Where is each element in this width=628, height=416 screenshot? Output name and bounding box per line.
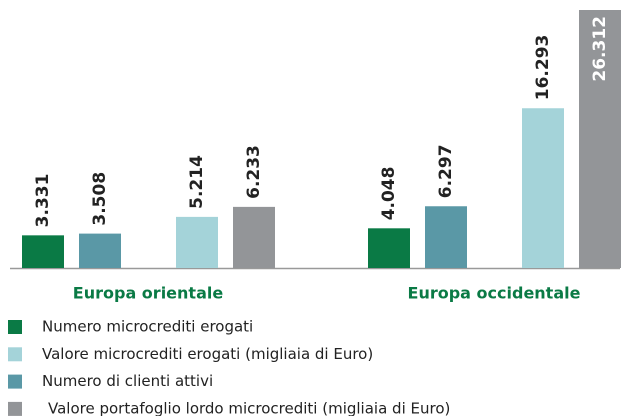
legend-label: Valore portafoglio lordo microcrediti (m… — [48, 399, 450, 416]
bar — [233, 206, 275, 268]
data-label: 5.214 — [187, 155, 207, 209]
bar — [522, 108, 564, 269]
bar — [79, 233, 121, 268]
bar — [176, 216, 218, 268]
bar — [368, 228, 410, 268]
legend-label: Numero microcrediti erogati — [42, 318, 253, 336]
legend-swatch — [8, 401, 22, 416]
legend-swatch — [8, 320, 22, 334]
category-label: Europa occidentale — [408, 284, 581, 303]
data-label: 3.508 — [90, 172, 110, 226]
data-label: 26.312 — [590, 16, 610, 82]
category-label: Europa orientale — [73, 284, 224, 303]
bar — [579, 10, 621, 268]
data-label: 6.233 — [244, 145, 264, 199]
legend-label: Numero di clienti attivi — [42, 372, 213, 390]
bar — [22, 235, 64, 268]
data-label: 6.297 — [436, 144, 456, 198]
legend-swatch — [8, 347, 22, 362]
data-label: 16.293 — [533, 35, 553, 101]
data-label: 4.048 — [379, 167, 399, 221]
legend-label: Valore microcrediti erogati (migliaia di… — [42, 345, 373, 363]
bar — [425, 206, 467, 268]
legend-swatch — [8, 374, 22, 389]
data-label: 3.331 — [33, 174, 53, 228]
